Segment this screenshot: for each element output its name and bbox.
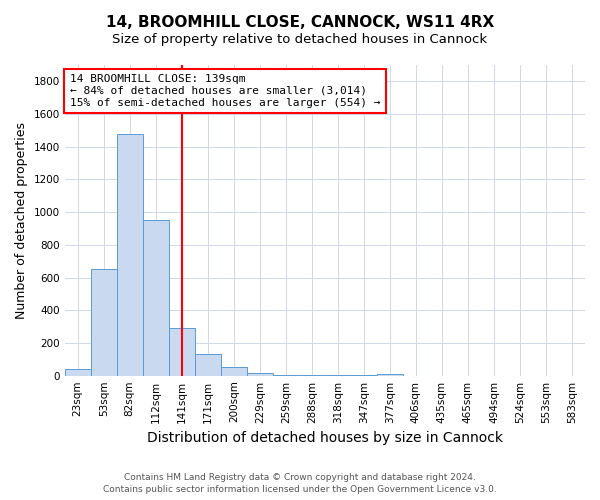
- Bar: [221, 366, 247, 376]
- Text: Contains HM Land Registry data © Crown copyright and database right 2024.: Contains HM Land Registry data © Crown c…: [124, 473, 476, 482]
- Bar: [247, 373, 273, 376]
- Text: Contains public sector information licensed under the Open Government Licence v3: Contains public sector information licen…: [103, 486, 497, 494]
- Text: 14 BROOMHILL CLOSE: 139sqm
← 84% of detached houses are smaller (3,014)
15% of s: 14 BROOMHILL CLOSE: 139sqm ← 84% of deta…: [70, 74, 380, 108]
- Bar: [377, 374, 403, 376]
- X-axis label: Distribution of detached houses by size in Cannock: Distribution of detached houses by size …: [147, 431, 503, 445]
- Bar: [299, 375, 325, 376]
- Bar: [351, 375, 377, 376]
- Bar: [169, 328, 195, 376]
- Bar: [143, 220, 169, 376]
- Bar: [117, 134, 143, 376]
- Bar: [91, 270, 116, 376]
- Text: Size of property relative to detached houses in Cannock: Size of property relative to detached ho…: [112, 32, 488, 46]
- Bar: [65, 369, 91, 376]
- Text: 14, BROOMHILL CLOSE, CANNOCK, WS11 4RX: 14, BROOMHILL CLOSE, CANNOCK, WS11 4RX: [106, 15, 494, 30]
- Bar: [273, 375, 299, 376]
- Bar: [195, 354, 221, 376]
- Bar: [325, 375, 351, 376]
- Y-axis label: Number of detached properties: Number of detached properties: [15, 122, 28, 319]
